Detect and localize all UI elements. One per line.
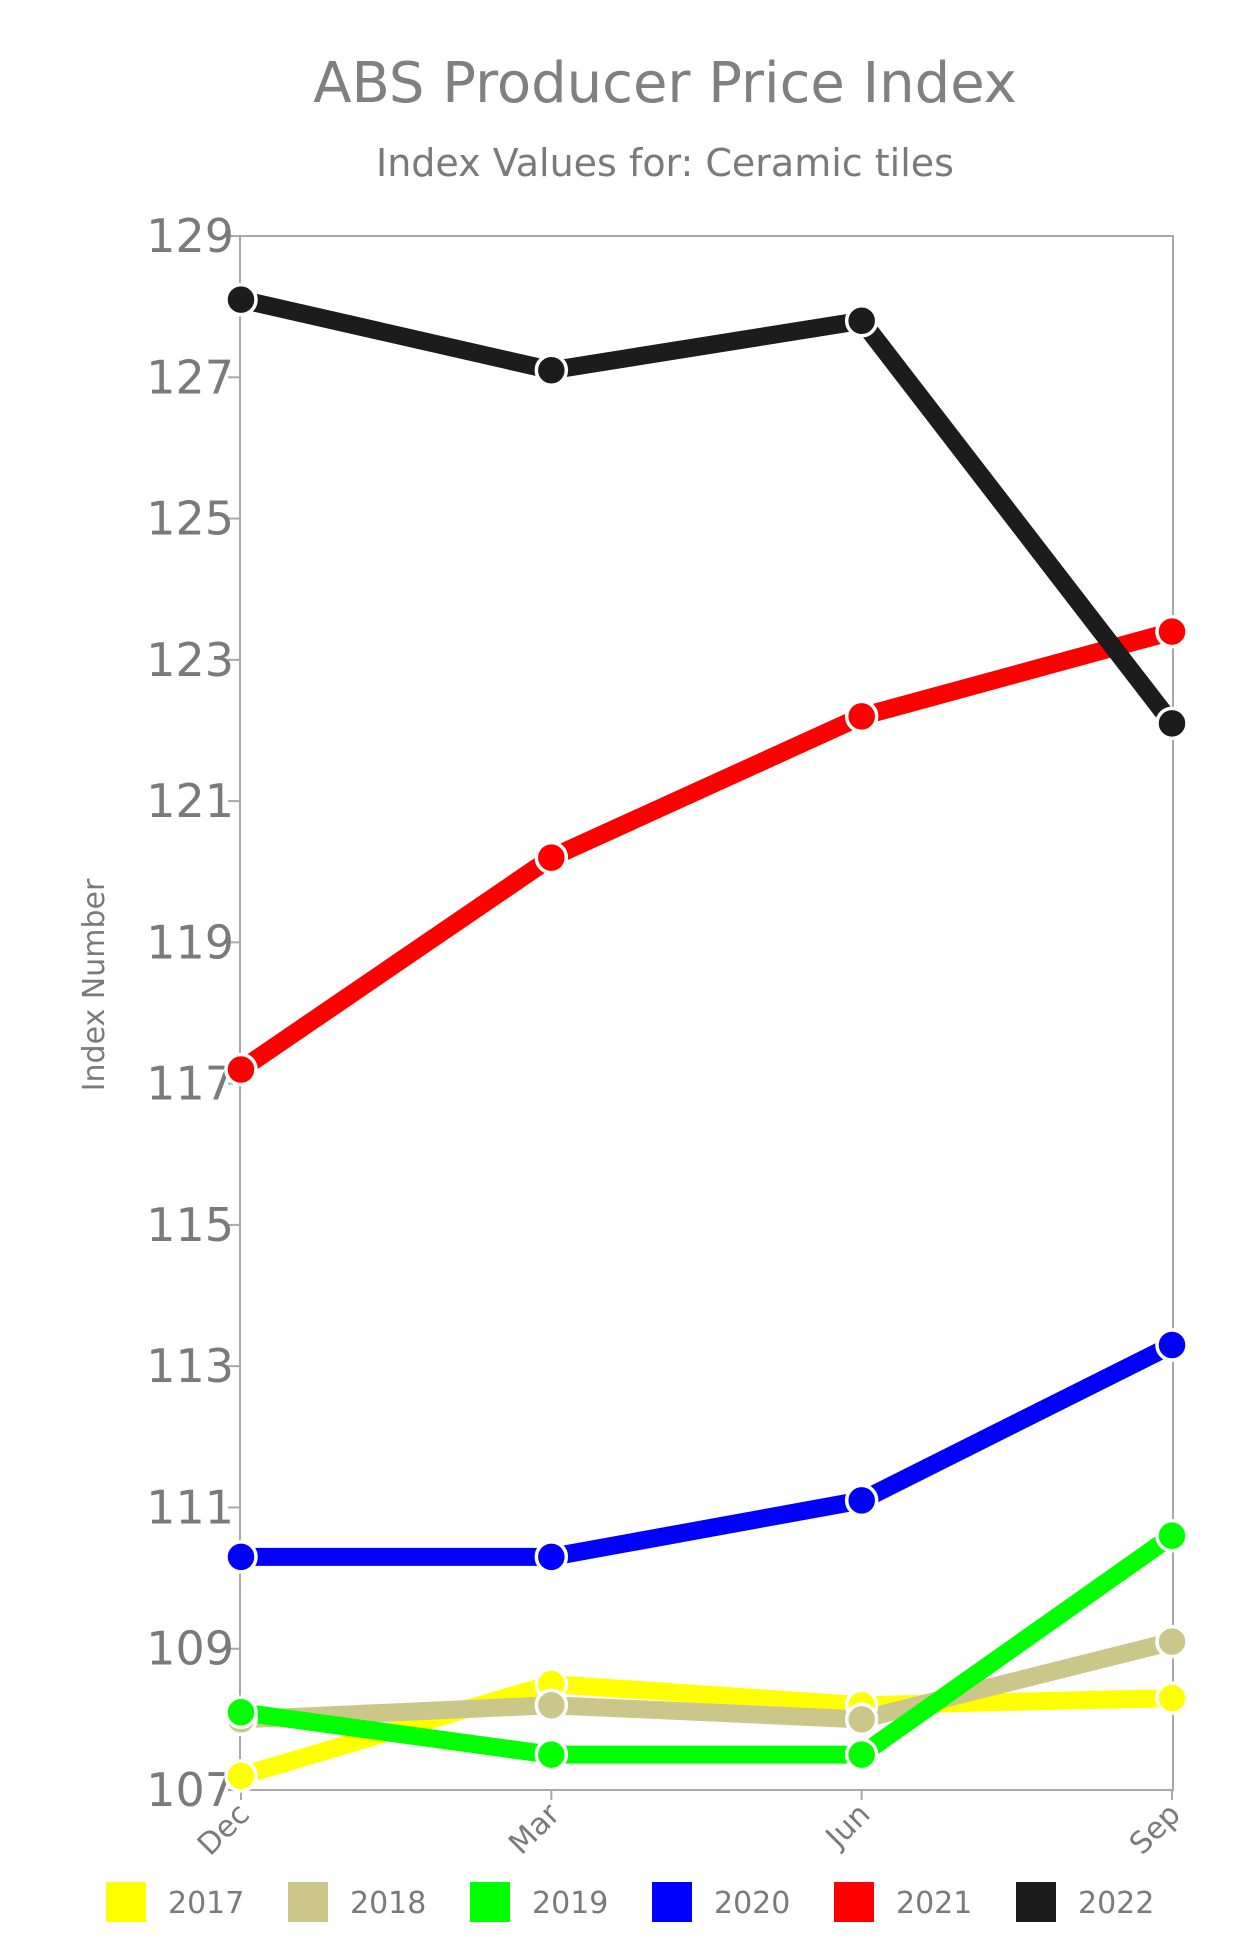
data-point-2017-Dec[interactable] (224, 1759, 258, 1793)
legend: 2017 2018 2019 2020 2021 2022 (106, 1882, 1154, 1922)
series-line-2020 (232, 1335, 1181, 1566)
series-markers (224, 282, 1189, 1793)
x-axis-ticks: Dec Mar Jun Sep (191, 1790, 1188, 1863)
legend-swatch-2019 (470, 1882, 510, 1922)
y-tick-label: 127 (146, 350, 234, 404)
legend-swatch-2022 (1016, 1882, 1056, 1922)
data-point-2020-Dec[interactable] (224, 1540, 258, 1574)
series-line-2019 (232, 1526, 1181, 1764)
data-point-2020-Sep[interactable] (1155, 1328, 1189, 1362)
data-point-2018-Sep[interactable] (1155, 1624, 1189, 1659)
data-point-2020-Mar[interactable] (534, 1540, 569, 1574)
data-point-2021-Jun[interactable] (844, 699, 879, 734)
series-lines (232, 290, 1181, 1785)
legend-label-2021[interactable]: 2021 (896, 1886, 972, 1921)
data-point-2017-Sep[interactable] (1155, 1681, 1189, 1715)
y-tick-label: 129 (146, 209, 234, 263)
legend-label-2017[interactable]: 2017 (168, 1886, 244, 1921)
legend-swatch-2020 (652, 1882, 692, 1922)
legend-swatch-2021 (834, 1882, 874, 1922)
chart-title: ABS Producer Price Index (313, 51, 1017, 116)
data-point-2022-Jun[interactable] (844, 304, 879, 338)
data-point-2022-Sep[interactable] (1155, 706, 1189, 741)
data-point-2022-Mar[interactable] (534, 353, 569, 387)
y-tick-label: 111 (146, 1480, 234, 1534)
data-point-2021-Mar[interactable] (534, 840, 569, 875)
data-point-2018-Jun[interactable] (844, 1702, 879, 1737)
data-point-2019-Dec[interactable] (224, 1695, 258, 1730)
data-point-2022-Dec[interactable] (224, 282, 258, 317)
y-tick-label: 107 (146, 1763, 234, 1817)
data-point-2019-Sep[interactable] (1155, 1518, 1189, 1553)
data-point-2019-Jun[interactable] (844, 1737, 879, 1772)
y-axis-label: Index Number (77, 878, 112, 1091)
x-tick-label: Jun (818, 1797, 877, 1856)
y-tick-label: 123 (146, 633, 234, 687)
series-line-2018 (232, 1632, 1181, 1729)
legend-label-2019[interactable]: 2019 (532, 1886, 608, 1921)
series-line-2021 (232, 622, 1181, 1079)
y-axis-ticks: 107 109 111 113 115 117 119 121 123 125 127 129 (146, 209, 240, 1817)
legend-swatch-2017 (106, 1882, 146, 1922)
y-tick-label: 117 (146, 1057, 234, 1111)
x-tick-label: Sep (1123, 1797, 1188, 1862)
y-tick-label: 109 (146, 1622, 234, 1676)
y-tick-label: 121 (146, 774, 234, 828)
y-tick-label: 115 (146, 1198, 234, 1252)
y-tick-label: 125 (146, 492, 234, 546)
y-tick-label: 113 (146, 1339, 234, 1393)
legend-swatch-2018 (288, 1882, 328, 1922)
series-line-2022 (232, 290, 1181, 733)
legend-label-2020[interactable]: 2020 (714, 1886, 790, 1921)
x-tick-label: Mar (502, 1796, 567, 1861)
data-point-2018-Mar[interactable] (534, 1688, 569, 1722)
data-point-2019-Mar[interactable] (534, 1737, 569, 1772)
plot-area-border (239, 235, 1174, 1791)
data-point-2021-Sep[interactable] (1155, 614, 1189, 649)
legend-label-2018[interactable]: 2018 (350, 1886, 426, 1921)
data-point-2020-Jun[interactable] (844, 1483, 879, 1518)
data-point-2021-Dec[interactable] (224, 1052, 258, 1087)
legend-label-2022[interactable]: 2022 (1078, 1886, 1154, 1921)
y-tick-label: 119 (146, 915, 234, 969)
chart-subtitle: Index Values for: Ceramic tiles (376, 141, 954, 185)
